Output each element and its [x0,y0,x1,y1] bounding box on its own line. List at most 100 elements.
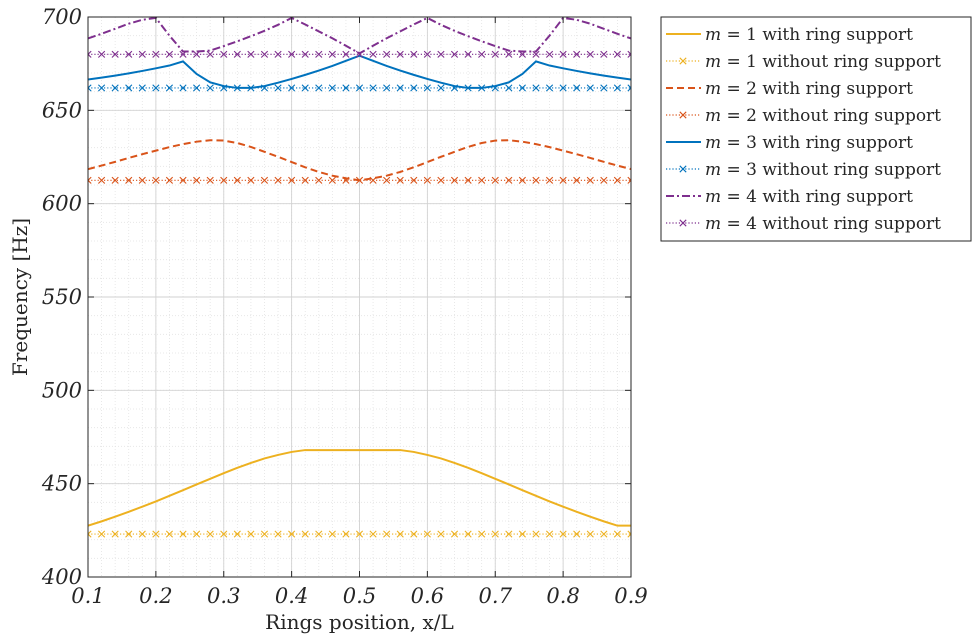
y-tick-label: 650 [42,98,82,122]
data-point [97,530,106,538]
series-6 [88,84,631,92]
data-point [260,176,269,184]
series-line [88,54,631,89]
legend-marker [679,111,687,119]
data-point [247,530,255,538]
data-point [545,84,554,92]
data-point [518,176,526,184]
data-point [478,176,486,184]
data-point [491,50,499,58]
data-point [437,50,445,58]
data-point [545,176,554,184]
legend-label: m = 3 without ring support [705,160,941,180]
data-point [627,84,631,92]
data-point [233,176,241,184]
series-2 [88,530,631,538]
data-point [260,50,269,58]
data-point [369,176,377,184]
data-point [410,530,418,538]
data-point [138,84,146,92]
data-point [600,50,608,58]
data-point [355,176,364,184]
data-point [586,176,594,184]
data-point [355,50,364,58]
data-point [220,530,228,538]
data-point [478,530,486,538]
data-point [260,84,269,92]
data-point [315,530,323,538]
data-point [545,50,554,58]
y-tick-label: 450 [41,472,82,496]
data-point [206,50,214,58]
x-tick-label: 0.4 [275,584,308,608]
data-point [505,176,513,184]
data-point [328,176,336,184]
data-point [274,530,282,538]
data-point [396,84,404,92]
x-tick-label: 0.8 [546,584,579,608]
data-point [260,530,269,538]
legend-marker [679,57,687,65]
legend-marker [679,165,687,173]
data-point [165,530,174,538]
data-point [165,50,174,58]
data-point [138,50,146,58]
data-point [573,50,581,58]
data-point [274,50,282,58]
data-point [355,84,364,92]
y-tick-label: 500 [42,378,82,402]
data-point [233,530,241,538]
data-point [97,84,106,92]
data-point [193,50,201,58]
legend-label: m = 3 with ring support [705,133,913,153]
series-line [88,17,631,55]
legend-label: m = 4 without ring support [705,214,941,234]
data-point [233,84,241,92]
data-point [396,530,404,538]
data-point [383,530,391,538]
legend-label: m = 2 without ring support [705,106,941,126]
data-point [478,84,486,92]
data-point [491,176,499,184]
data-point [410,50,418,58]
data-point [220,50,228,58]
data-point [88,530,92,538]
data-point [627,176,631,184]
data-point [179,530,187,538]
series-line [88,449,631,527]
data-point [505,84,513,92]
data-point [423,530,431,538]
data-point [586,530,594,538]
plot-area [88,17,631,538]
data-point [125,50,133,58]
series-8 [88,50,631,58]
data-point [288,530,296,538]
data-point [111,50,119,58]
data-point [125,84,133,92]
data-point [288,50,296,58]
data-point [315,84,323,92]
legend-label: m = 4 with ring support [705,187,913,207]
data-point [247,176,255,184]
data-point [559,50,567,58]
data-point [396,50,404,58]
x-tick-label: 0.2 [139,584,172,608]
data-point [518,530,526,538]
data-point [464,530,472,538]
data-point [369,50,377,58]
legend-label: m = 1 without ring support [705,52,941,72]
data-point [437,84,445,92]
data-point [288,176,296,184]
data-point [328,530,336,538]
data-point [410,176,418,184]
data-point [138,176,146,184]
data-point [220,176,228,184]
data-point [573,176,581,184]
data-point [152,530,160,538]
data-point [532,84,540,92]
y-tick-label: 600 [42,192,82,216]
data-point [301,530,309,538]
data-point [600,176,608,184]
x-tick-label: 0.5 [343,584,376,608]
data-point [518,50,526,58]
